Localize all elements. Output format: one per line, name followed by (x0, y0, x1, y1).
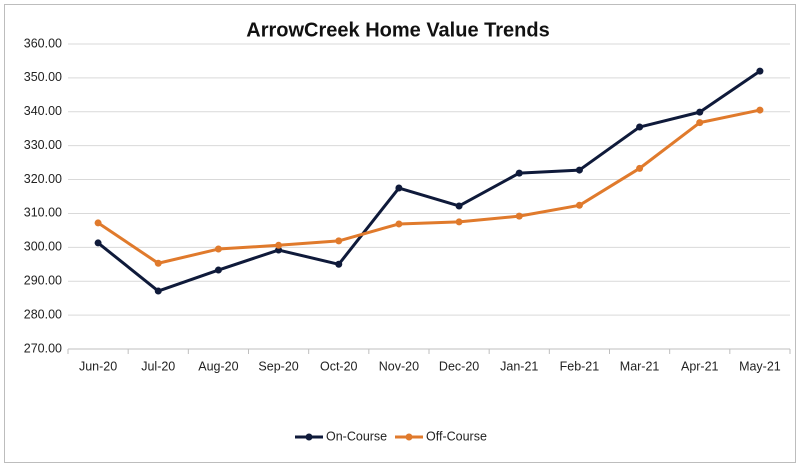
x-tick-label: Jun-20 (79, 359, 117, 373)
data-point (756, 67, 764, 75)
y-tick-label: 340.00 (24, 104, 62, 118)
x-tick-label: Jul-20 (141, 359, 175, 373)
data-point (696, 108, 704, 116)
data-point (455, 218, 463, 226)
chart-border (4, 4, 796, 463)
data-point (94, 239, 102, 247)
data-point (515, 169, 523, 177)
y-tick-label: 360.00 (24, 36, 62, 50)
legend-marker (305, 433, 313, 441)
x-tick-label: Feb-21 (560, 359, 600, 373)
data-point (214, 245, 222, 253)
data-point (335, 260, 343, 268)
x-tick-label: Apr-21 (681, 359, 719, 373)
y-tick-label: 310.00 (24, 206, 62, 220)
legend-label: Off-Course (426, 429, 487, 443)
data-point (455, 202, 463, 210)
y-tick-label: 290.00 (24, 274, 62, 288)
data-point (275, 241, 283, 249)
data-point (636, 123, 644, 131)
data-point (515, 212, 523, 220)
data-point (154, 259, 162, 267)
data-point (395, 220, 403, 228)
x-tick-label: Dec-20 (439, 359, 479, 373)
x-tick-label: Mar-21 (620, 359, 660, 373)
data-point (575, 166, 583, 174)
chart-title: ArrowCreek Home Value Trends (246, 19, 549, 41)
series-line (97, 108, 761, 265)
data-point (395, 184, 403, 192)
legend-label: On-Course (326, 429, 387, 443)
x-tick-label: Aug-20 (198, 359, 238, 373)
data-point (636, 164, 644, 172)
y-tick-label: 320.00 (24, 172, 62, 186)
x-tick-label: May-21 (739, 359, 781, 373)
x-tick-label: Jan-21 (500, 359, 538, 373)
x-tick-label: Nov-20 (379, 359, 419, 373)
y-tick-label: 280.00 (24, 307, 62, 321)
series-line (97, 69, 761, 293)
x-tick-label: Sep-20 (258, 359, 298, 373)
data-point (696, 119, 704, 127)
y-tick-label: 300.00 (24, 240, 62, 254)
legend-marker (405, 433, 413, 441)
data-point (94, 219, 102, 227)
data-point (756, 106, 764, 114)
data-point (214, 266, 222, 274)
y-tick-label: 270.00 (24, 341, 62, 355)
data-point (575, 201, 583, 209)
data-point (335, 237, 343, 245)
y-tick-label: 330.00 (24, 138, 62, 152)
x-tick-label: Oct-20 (320, 359, 358, 373)
y-tick-label: 350.00 (24, 70, 62, 84)
data-point (154, 287, 162, 295)
